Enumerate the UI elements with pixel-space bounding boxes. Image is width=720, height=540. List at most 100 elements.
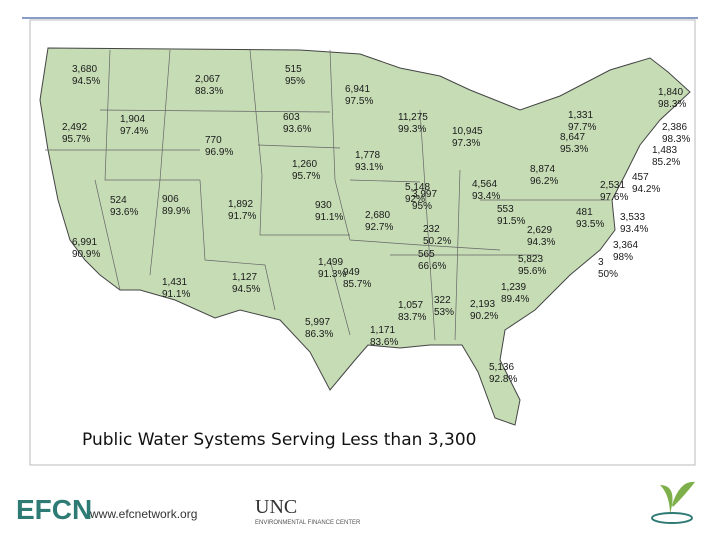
state-label: 1,778: [355, 150, 380, 161]
state-label: 5,148: [405, 182, 430, 193]
state-label: 94.3%: [527, 237, 555, 248]
state-label: 1,499: [318, 257, 343, 268]
state-label: 93.1%: [355, 162, 383, 173]
state-label: 515: [285, 64, 302, 75]
state-label: 85.7%: [343, 279, 371, 290]
state-label: 96.9%: [205, 147, 233, 158]
state-label: 93.4%: [472, 191, 500, 202]
state-label: 97.5%: [345, 96, 373, 107]
state-label: 11,275: [398, 112, 428, 123]
state-label: 91.5%: [497, 216, 525, 227]
state-label: 6,991: [72, 237, 97, 248]
state-label: 95%: [412, 201, 432, 212]
state-label: 95.7%: [62, 134, 90, 145]
state-label: 94.5%: [72, 76, 100, 87]
state-label: 83.7%: [398, 312, 426, 323]
state-label: 89.4%: [501, 294, 529, 305]
state-label: 93.5%: [576, 219, 604, 230]
state-label: 5,997: [305, 317, 330, 328]
state-label: 90.2%: [470, 311, 498, 322]
state-label: 2,680: [365, 210, 390, 221]
state-label: 95%: [285, 76, 305, 87]
state-label: 95.3%: [560, 144, 588, 155]
caption: Public Water Systems Serving Less than 3…: [82, 430, 477, 450]
state-label: 322: [434, 295, 451, 306]
state-label: 553: [497, 204, 514, 215]
state-label: 524: [110, 195, 127, 206]
state-label: 95.6%: [518, 266, 546, 277]
state-label: 92.7%: [365, 222, 393, 233]
state-label: 86.3%: [305, 329, 333, 340]
state-label: 97.4%: [120, 126, 148, 137]
state-label: 98%: [613, 252, 633, 263]
state-label: 2,531: [600, 180, 625, 191]
state-label: 66.6%: [418, 261, 446, 272]
state-label: 92.8%: [489, 374, 517, 385]
state-label: 92%: [405, 194, 425, 205]
state-label: 1,239: [501, 282, 526, 293]
state-label: 3: [598, 257, 604, 268]
state-label: 96.2%: [530, 176, 558, 187]
state-label: 50%: [598, 269, 618, 280]
state-label: 98.3%: [658, 99, 686, 110]
state-label: 53%: [434, 307, 454, 318]
state-label: 1,431: [162, 277, 187, 288]
state-label: 3,680: [72, 64, 97, 75]
state-label: 91.3%: [318, 269, 346, 280]
state-label: 97.6%: [600, 192, 628, 203]
university: UNC: [255, 496, 298, 518]
state-label: 93.6%: [110, 207, 138, 218]
center-name: ENVIRONMENTAL FINANCE CENTER: [255, 520, 361, 526]
state-label: 3,364: [613, 240, 638, 251]
state-label: 10,945: [452, 126, 483, 137]
state-label: 95.7%: [292, 171, 320, 182]
state-label: 98.3%: [662, 134, 690, 145]
state-label: 91.7%: [228, 211, 256, 222]
state-label: 1,171: [370, 325, 395, 336]
state-label: 232: [423, 224, 440, 235]
state-label: 930: [315, 200, 332, 211]
state-label: 1,331: [568, 110, 593, 121]
state-label: 481: [576, 207, 593, 218]
state-label: 1,057: [398, 300, 423, 311]
state-label: 8,647: [560, 132, 585, 143]
logo: EFCN: [16, 494, 93, 525]
state-label: 90.9%: [72, 249, 100, 260]
state-label: 2,193: [470, 299, 495, 310]
url: www.efcnetwork.org: [90, 507, 198, 521]
us-outline: [39, 47, 691, 426]
state-label: 50.2%: [423, 236, 451, 247]
state-label: 93.4%: [620, 224, 648, 235]
state-label: 565: [418, 249, 435, 260]
state-label: 94.2%: [632, 184, 660, 195]
state-label: 770: [205, 135, 222, 146]
state-label: 906: [162, 194, 179, 205]
state-label: 97.7%: [568, 122, 596, 133]
leaf-icon: [651, 481, 695, 524]
state-label: 3,533: [620, 212, 645, 223]
state-label: 83.6%: [370, 337, 398, 348]
state-label: 91.1%: [162, 289, 190, 300]
state-label: 89.9%: [162, 206, 190, 217]
state-label: 93.6%: [283, 124, 311, 135]
state-label: 6,941: [345, 84, 370, 95]
state-label: 1,892: [228, 199, 253, 210]
state-label: 457: [632, 172, 649, 183]
state-label: 2,386: [662, 122, 687, 133]
state-label: 99.3%: [398, 124, 426, 135]
state-label: 1,840: [658, 87, 683, 98]
state-label: 85.2%: [652, 157, 680, 168]
state-borders: [45, 49, 610, 341]
state-label: 603: [283, 112, 300, 123]
state-label: 4,564: [472, 179, 497, 190]
state-label: 1,260: [292, 159, 317, 170]
state-label: 3,997: [412, 189, 437, 200]
state-label: 1,483: [652, 145, 677, 156]
state-label: 2,629: [527, 225, 552, 236]
state-label: 97.3%: [452, 138, 480, 149]
state-label: 88.3%: [195, 86, 223, 97]
state-label: 2,492: [62, 122, 87, 133]
state-label: 2,067: [195, 74, 220, 85]
